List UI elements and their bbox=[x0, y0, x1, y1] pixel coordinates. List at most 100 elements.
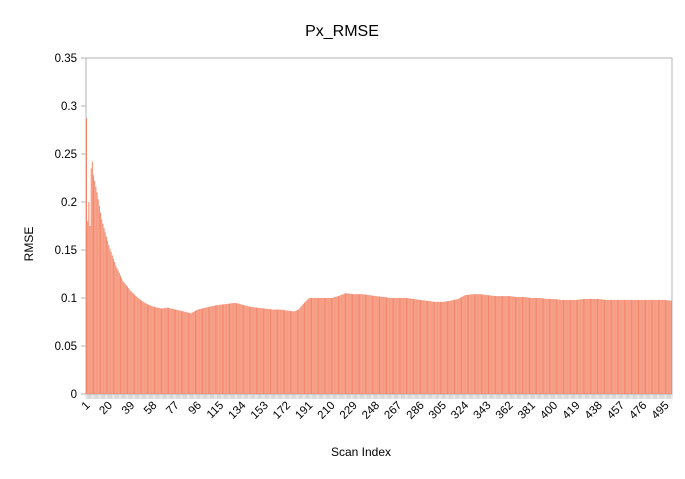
bar bbox=[594, 298, 596, 394]
bar bbox=[119, 275, 121, 394]
bar bbox=[243, 305, 245, 394]
bar bbox=[226, 303, 228, 394]
bar bbox=[607, 299, 609, 394]
bar bbox=[497, 296, 499, 394]
y-tick-label: 0.3 bbox=[61, 101, 77, 113]
bar bbox=[177, 310, 179, 394]
bar bbox=[507, 296, 509, 394]
bar bbox=[100, 212, 102, 394]
y-tick-label: 0.25 bbox=[55, 149, 77, 161]
bar bbox=[214, 305, 216, 394]
chart-title: Px_RMSE bbox=[305, 23, 379, 40]
bar bbox=[164, 307, 166, 394]
bar bbox=[234, 302, 236, 394]
bar bbox=[612, 299, 614, 394]
bar bbox=[436, 301, 438, 394]
bar bbox=[171, 308, 173, 394]
bar bbox=[424, 300, 426, 394]
bar bbox=[318, 298, 320, 394]
bar bbox=[587, 298, 589, 394]
bar bbox=[450, 300, 452, 394]
bar bbox=[577, 299, 579, 394]
bar bbox=[503, 296, 505, 394]
bar bbox=[541, 298, 543, 394]
bar bbox=[231, 303, 233, 394]
bar bbox=[315, 298, 317, 394]
bar bbox=[422, 300, 424, 394]
bar bbox=[379, 296, 380, 394]
bar bbox=[207, 307, 209, 394]
bar bbox=[550, 298, 552, 394]
bar bbox=[455, 299, 457, 394]
bar bbox=[623, 299, 625, 394]
bar bbox=[504, 296, 506, 394]
bar bbox=[616, 299, 618, 394]
bar bbox=[274, 309, 276, 394]
bar bbox=[534, 298, 536, 394]
bar bbox=[213, 305, 215, 394]
y-axis: 0 0.05 0.1 0.15 0.2 0.25 0.3 0.35 bbox=[55, 53, 86, 401]
bar bbox=[551, 298, 553, 394]
bar bbox=[247, 306, 249, 394]
bar bbox=[123, 282, 125, 394]
bar bbox=[146, 304, 148, 394]
bar bbox=[586, 298, 588, 394]
bar bbox=[121, 278, 123, 394]
bar bbox=[432, 301, 434, 394]
bar bbox=[463, 295, 465, 394]
y-tick-label: 0.2 bbox=[61, 197, 77, 209]
bar bbox=[192, 312, 194, 394]
bar bbox=[415, 299, 417, 394]
bar bbox=[405, 298, 407, 394]
bar bbox=[647, 299, 649, 394]
bar bbox=[345, 293, 347, 394]
bar bbox=[659, 299, 661, 394]
bar bbox=[451, 300, 453, 394]
bar bbox=[396, 298, 398, 394]
bar bbox=[627, 299, 629, 394]
bar bbox=[220, 304, 222, 394]
bar bbox=[437, 301, 439, 394]
bar bbox=[206, 307, 208, 394]
bar bbox=[544, 298, 546, 394]
bar bbox=[325, 298, 327, 394]
bar bbox=[409, 298, 411, 394]
bar bbox=[425, 300, 427, 394]
bar bbox=[314, 298, 316, 394]
bar bbox=[110, 251, 112, 394]
bar bbox=[356, 294, 358, 394]
bar bbox=[502, 296, 504, 394]
bar bbox=[305, 301, 307, 394]
bar bbox=[376, 296, 378, 394]
bar bbox=[280, 309, 282, 394]
bar bbox=[530, 297, 532, 394]
bar bbox=[572, 299, 574, 394]
bar bbox=[448, 301, 450, 394]
bar bbox=[108, 245, 110, 394]
bar bbox=[371, 295, 373, 394]
bar bbox=[98, 205, 100, 394]
bar bbox=[545, 298, 547, 394]
bar bbox=[438, 301, 440, 394]
bar bbox=[495, 296, 497, 394]
bar bbox=[669, 300, 671, 394]
bar bbox=[273, 309, 275, 394]
bar bbox=[478, 294, 480, 394]
bar bbox=[262, 308, 264, 394]
bar bbox=[377, 296, 379, 394]
bar bbox=[157, 307, 159, 394]
bar bbox=[349, 293, 351, 394]
bar bbox=[486, 295, 488, 394]
bar bbox=[649, 299, 651, 394]
bar bbox=[412, 298, 414, 394]
bar bbox=[381, 296, 383, 394]
bar bbox=[369, 295, 371, 394]
bar bbox=[223, 304, 225, 394]
bar bbox=[652, 299, 654, 394]
bar bbox=[335, 296, 337, 394]
bar bbox=[662, 299, 664, 394]
bar bbox=[245, 305, 247, 394]
bar bbox=[275, 309, 277, 394]
bar bbox=[228, 303, 230, 394]
bar bbox=[667, 300, 669, 394]
